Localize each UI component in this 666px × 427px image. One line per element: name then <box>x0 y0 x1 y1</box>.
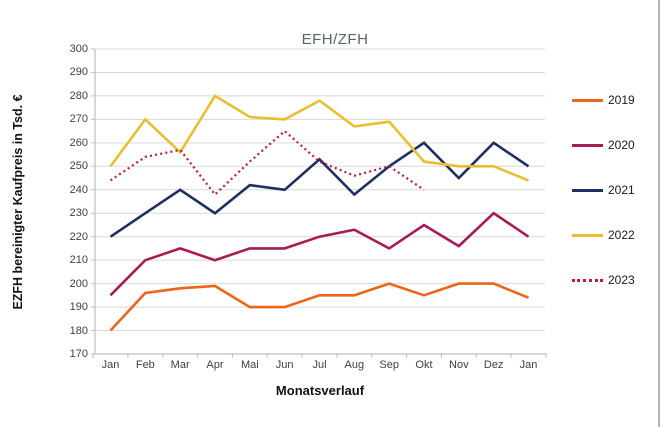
legend-item-2023: 2023 <box>572 273 635 287</box>
x-tick-label-0-jan: Jan <box>101 359 120 371</box>
y-tick-label-260: 260 <box>69 136 88 149</box>
x-tick-label-10-nov: Nov <box>449 359 469 371</box>
page-edge-line <box>658 0 660 427</box>
legend-swatch-2023 <box>572 278 603 282</box>
series-line-2019 <box>109 282 529 332</box>
x-tick-label-8-sep: Sep <box>379 359 399 371</box>
y-tick-label-250: 250 <box>69 160 88 173</box>
x-tick-label-2-mar: Mar <box>170 359 190 371</box>
x-tick-label-6-jul: Jul <box>312 359 327 371</box>
legend-item-2019: 2019 <box>572 93 635 107</box>
series-line-2021 <box>109 141 530 238</box>
x-tick-label-12-jan: Jan <box>519 359 538 371</box>
legend-label-2020: 2020 <box>608 138 635 152</box>
y-tick-label-200: 200 <box>69 277 88 290</box>
y-axis-title: EZFH bereinigter Kaufpreis in Tsd. € <box>11 94 25 310</box>
legend-label-2019: 2019 <box>608 93 635 107</box>
x-tick-label-3-apr: Apr <box>206 359 224 371</box>
y-tick-label-210: 210 <box>69 254 88 267</box>
legend-label-2021: 2021 <box>608 183 635 197</box>
x-tick-label-7-aug: Aug <box>344 359 365 371</box>
legend-swatch-2022 <box>572 233 603 237</box>
x-tick-label-1-feb: Feb <box>135 359 155 371</box>
y-tick-label-190: 190 <box>69 301 88 314</box>
y-tick-label-280: 280 <box>69 89 88 102</box>
x-tick-label-5-jun: Jun <box>275 359 294 371</box>
legend-item-2021: 2021 <box>572 183 635 197</box>
x-tick-label-11-dez: Dez <box>483 359 504 371</box>
series-line-2020 <box>109 211 530 297</box>
chart-title: EFH/ZFH <box>301 31 369 48</box>
legend-label-2022: 2022 <box>608 228 635 242</box>
x-tick-label-9-okt: Okt <box>415 359 433 371</box>
y-tick-label-230: 230 <box>69 207 88 220</box>
y-tick-label-220: 220 <box>69 230 88 243</box>
legend-swatch-2019 <box>572 98 603 102</box>
series-line-2022 <box>109 94 529 182</box>
y-tick-label-180: 180 <box>69 324 88 337</box>
y-tick-label-270: 270 <box>69 113 88 126</box>
legend-label-2023: 2023 <box>608 273 635 287</box>
series-line-2023 <box>109 129 425 197</box>
legend-swatch-2020 <box>572 143 603 147</box>
legend-item-2022: 2022 <box>572 228 635 242</box>
y-tick-label-170: 170 <box>69 348 88 360</box>
y-tick-label-290: 290 <box>69 66 88 79</box>
legend-swatch-2021 <box>572 188 603 192</box>
x-tick-label-4-mai: Mai <box>240 359 259 371</box>
x-axis-title: Monatsverlauf <box>275 383 365 398</box>
legend-item-2020: 2020 <box>572 138 635 152</box>
y-tick-label-240: 240 <box>69 183 88 196</box>
y-tick-label-300: 300 <box>69 43 88 55</box>
